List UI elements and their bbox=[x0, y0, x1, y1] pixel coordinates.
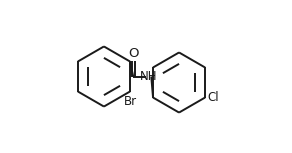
Text: NH: NH bbox=[140, 70, 157, 83]
Text: O: O bbox=[128, 47, 138, 60]
Text: Br: Br bbox=[124, 95, 137, 108]
Text: Cl: Cl bbox=[207, 91, 219, 104]
